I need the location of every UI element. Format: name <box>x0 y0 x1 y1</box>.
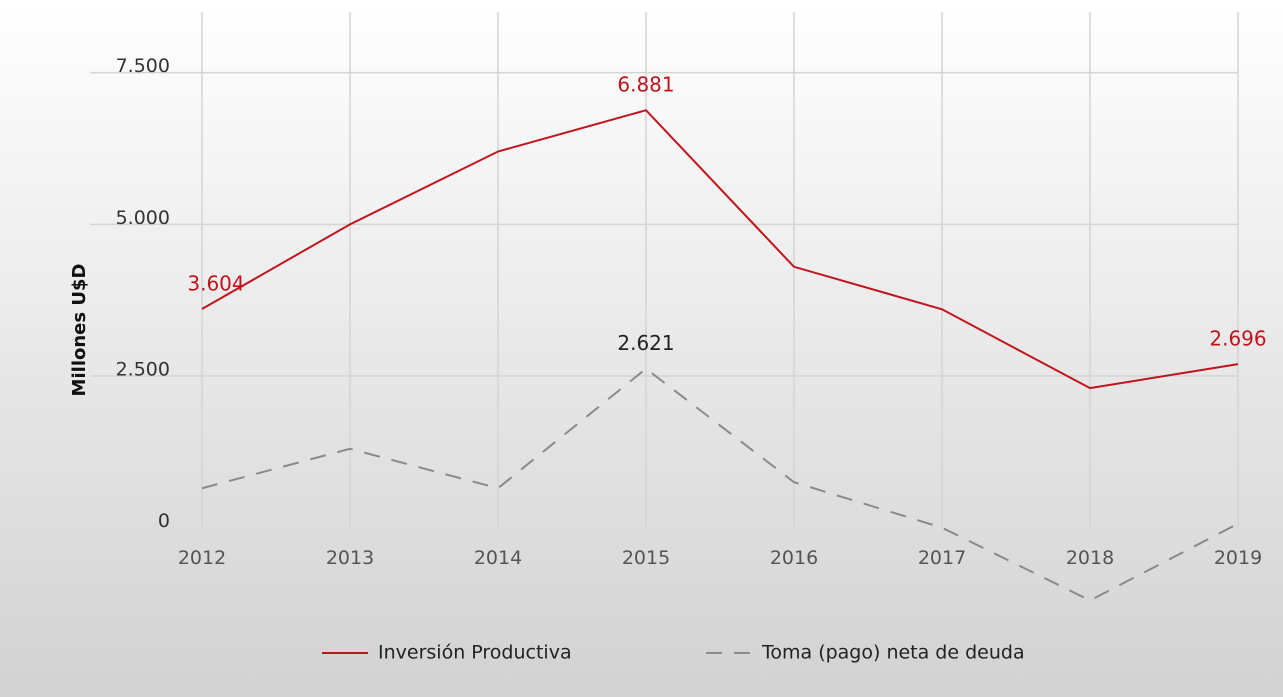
y-tick-label: 5.000 <box>116 207 170 229</box>
y-axis-label: Millones U$D <box>69 264 90 397</box>
x-tick-label: 2015 <box>622 547 670 569</box>
legend-label: Inversión Productiva <box>378 642 572 664</box>
y-tick-label: 0 <box>158 510 170 532</box>
series-line <box>201 367 1239 602</box>
x-tick-label: 2014 <box>474 547 522 569</box>
x-tick-label: 2017 <box>918 547 966 569</box>
x-tick-label: 2016 <box>770 547 818 569</box>
data-label: 6.881 <box>617 73 674 97</box>
y-tick-label: 2.500 <box>116 359 170 381</box>
y-tick-label: 7.500 <box>116 55 170 77</box>
x-tick-label: 2013 <box>326 547 374 569</box>
data-label: 2.696 <box>1209 327 1266 351</box>
x-tick-label: 2018 <box>1066 547 1114 569</box>
data-label: 3.604 <box>187 272 244 296</box>
data-label: 2.621 <box>617 331 674 355</box>
series-line <box>201 109 1239 390</box>
x-tick-label: 2012 <box>178 547 226 569</box>
x-tick-label: 2019 <box>1214 547 1262 569</box>
legend-label: Toma (pago) neta de deuda <box>761 642 1025 664</box>
